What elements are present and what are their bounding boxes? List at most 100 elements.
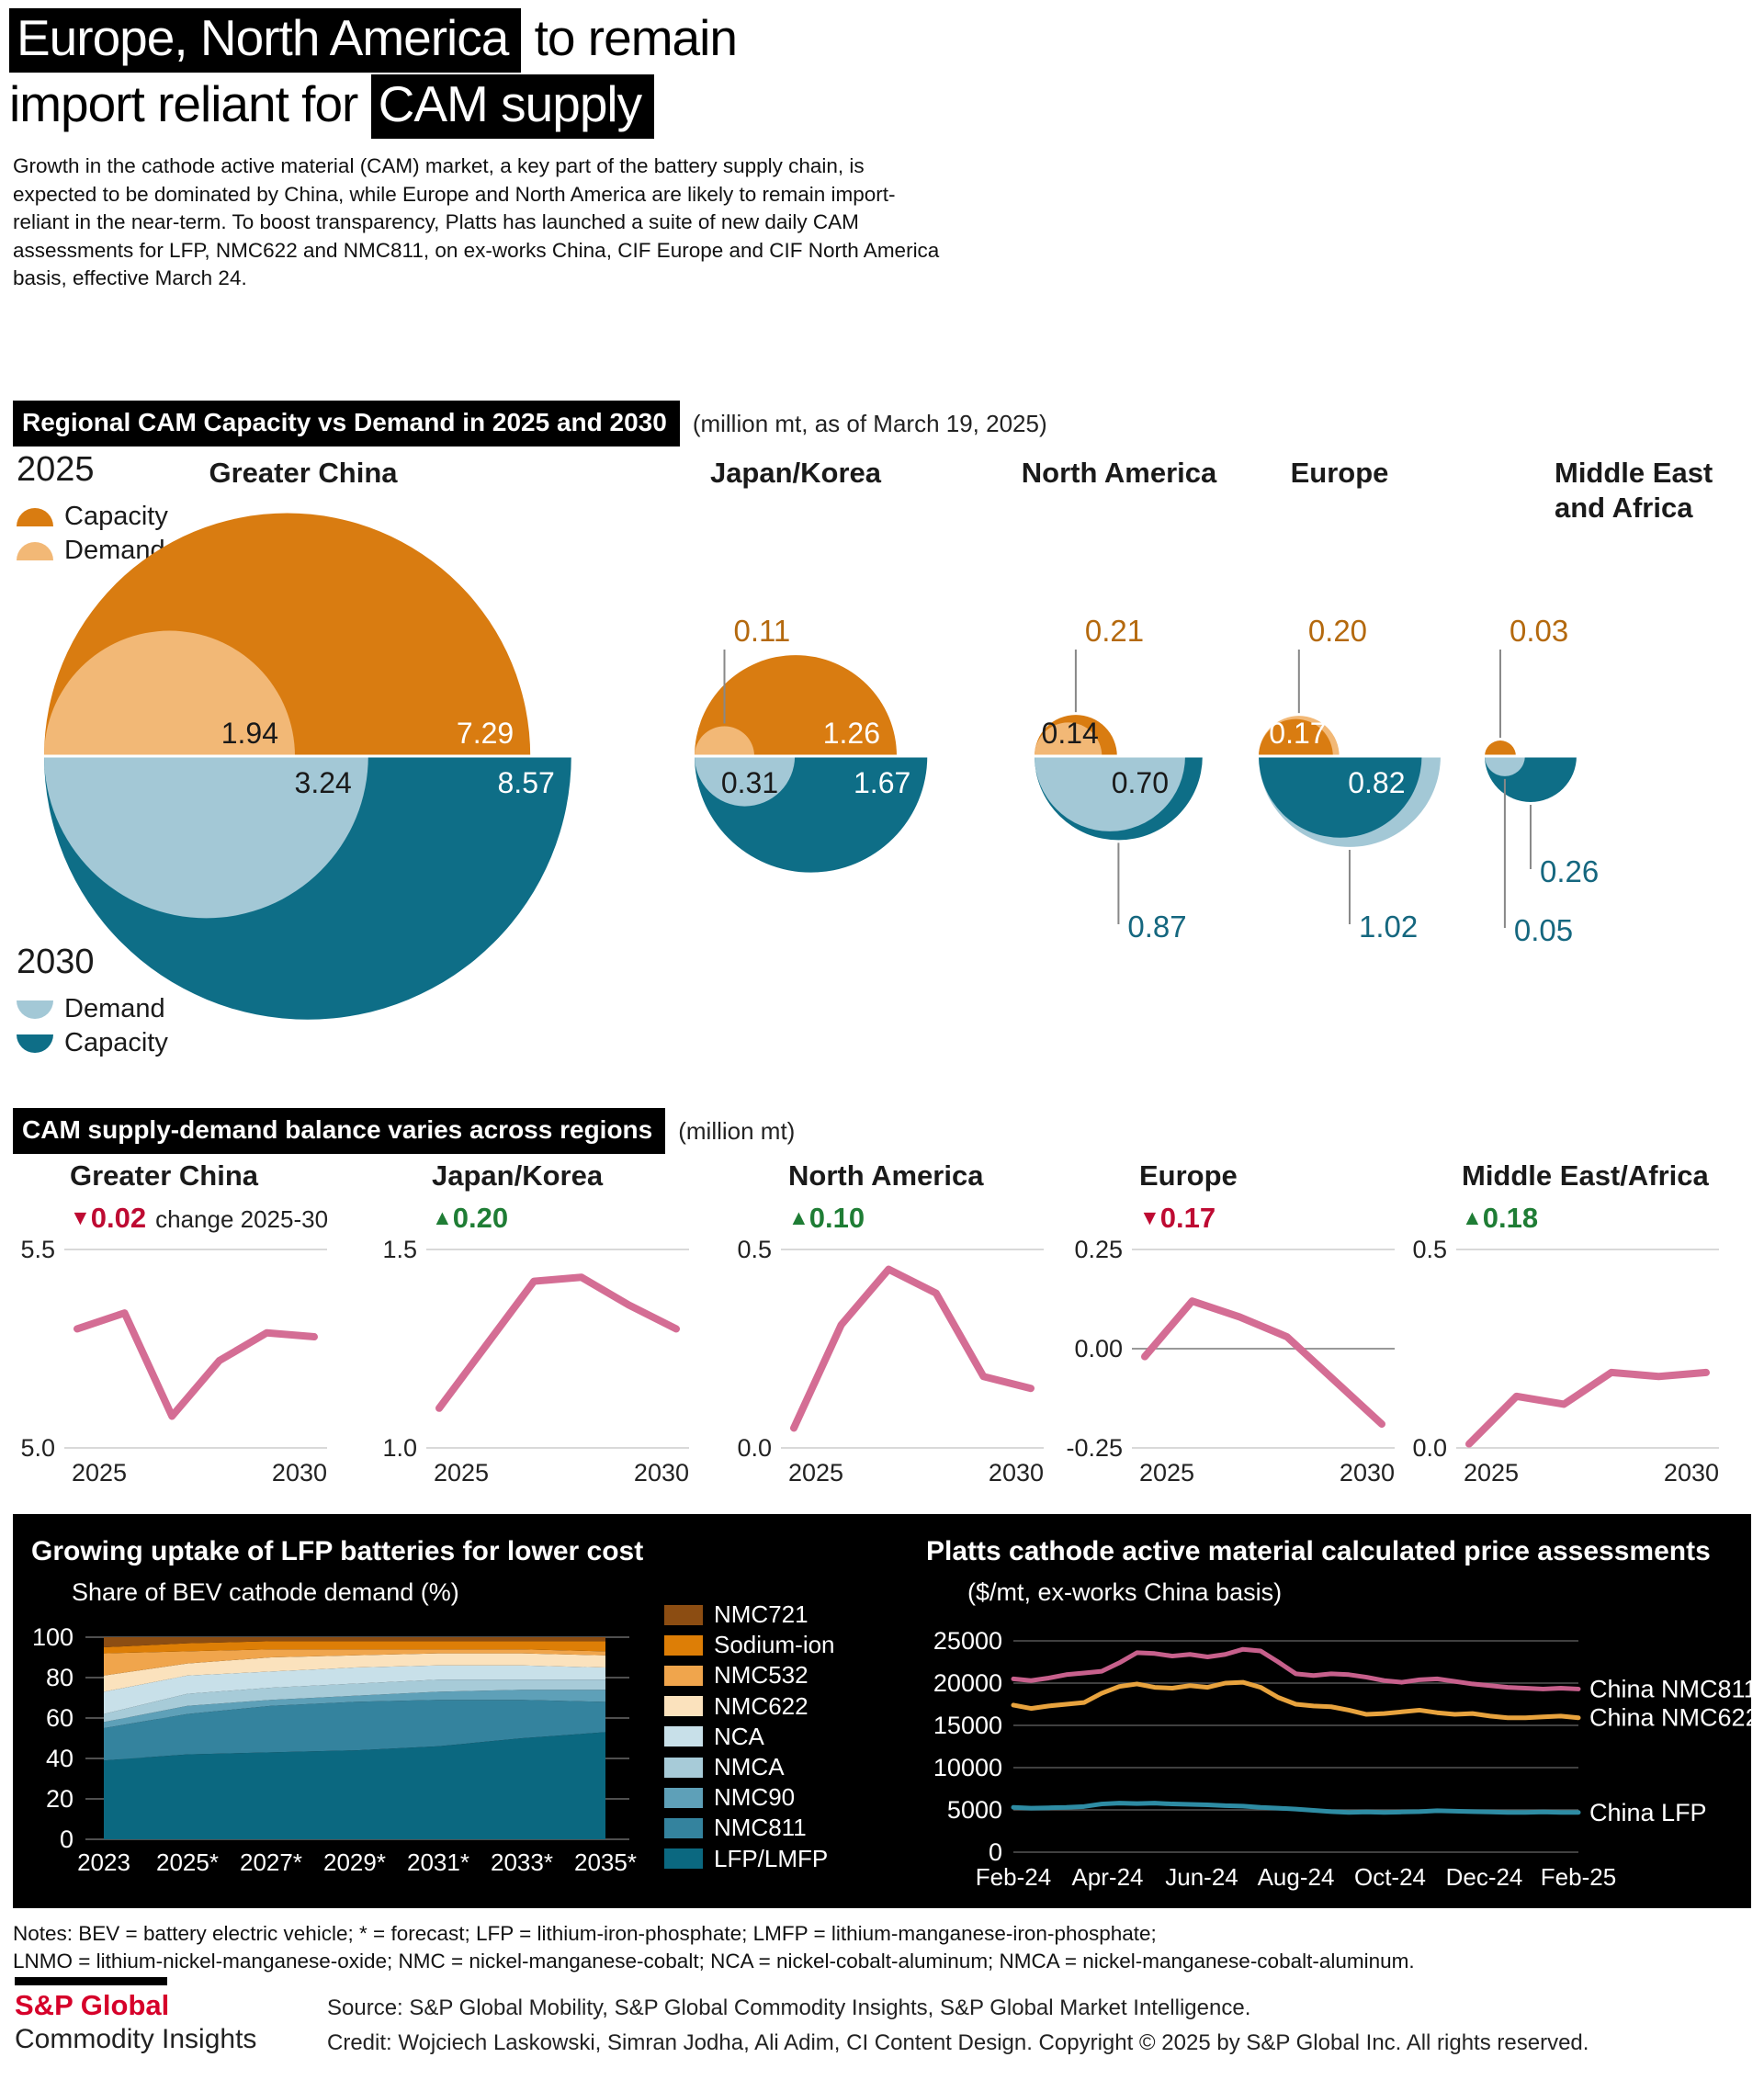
svg-text:2030: 2030 <box>1340 1459 1395 1487</box>
svg-text:2029*: 2029* <box>323 1848 386 1876</box>
legend-label: Capacity <box>64 502 168 531</box>
nmc532-swatch-icon <box>664 1665 703 1686</box>
capacity-2025-swatch-icon <box>17 507 53 526</box>
svg-text:1.02: 1.02 <box>1359 910 1418 944</box>
change-value: 0.10 <box>808 1202 865 1234</box>
svg-text:Apr-24: Apr-24 <box>1071 1863 1143 1891</box>
legend-item: NCA <box>664 1722 835 1752</box>
svg-text:China NMC811: China NMC811 <box>1589 1675 1758 1702</box>
svg-text:2031*: 2031* <box>407 1848 469 1876</box>
change-badge-japan-korea: ▲0.20 <box>432 1202 508 1235</box>
year-2030-label: 2030 <box>17 943 95 981</box>
demand-2025-swatch-icon <box>17 541 53 560</box>
intro-paragraph: Growth in the cathode active material (C… <box>13 154 940 289</box>
svg-text:Dec-24: Dec-24 <box>1446 1863 1523 1891</box>
sp-global-logo: S&P Global <box>15 1989 170 2021</box>
nmca-swatch-icon <box>664 1757 703 1778</box>
legend-label: NMC811 <box>714 1814 807 1842</box>
svg-text:8.57: 8.57 <box>498 766 555 799</box>
panel-title-japan-korea: Japan/Korea <box>432 1159 604 1192</box>
svg-text:2030: 2030 <box>634 1459 689 1487</box>
title-highlight-1: Europe, North America <box>9 8 522 73</box>
svg-text:1.5: 1.5 <box>382 1236 417 1263</box>
svg-text:0.21: 0.21 <box>1085 614 1144 648</box>
section1-title: Regional CAM Capacity vs Demand in 2025 … <box>13 401 680 447</box>
svg-text:0.03: 0.03 <box>1510 614 1568 648</box>
section1-unit-note: (million mt, as of March 19, 2025) <box>692 409 1047 437</box>
footnote-line-2: LNMO = lithium-nickel-manganese-oxide; N… <box>13 1950 1415 1973</box>
legend-2025-capacity: Capacity <box>17 502 168 532</box>
svg-text:0: 0 <box>60 1826 74 1853</box>
nmc622-swatch-icon <box>664 1696 703 1717</box>
legend-label: Demand <box>64 994 165 1023</box>
title-line-2: import reliant for CAM supply <box>9 73 737 139</box>
svg-text:7.29: 7.29 <box>457 717 514 750</box>
svg-text:2025*: 2025* <box>156 1848 219 1876</box>
change-note: change 2025-30 <box>155 1205 329 1233</box>
svg-text:5.0: 5.0 <box>20 1434 55 1462</box>
triangle-down-icon: ▼ <box>70 1205 91 1229</box>
svg-text:1.26: 1.26 <box>823 717 880 750</box>
legend-item: Sodium-ion <box>664 1630 835 1660</box>
legend-item: NMC90 <box>664 1782 835 1813</box>
legend-label: NMC532 <box>714 1661 808 1690</box>
section1-header: Regional CAM Capacity vs Demand in 2025 … <box>13 401 1047 447</box>
title-rest-1: to remain <box>521 9 738 66</box>
title-line-1: Europe, North America to remain <box>9 7 738 73</box>
svg-text:0.5: 0.5 <box>1412 1236 1447 1263</box>
lfp-chart-legend: NMC721 Sodium-ion NMC532 NMC622 NCA NMCA… <box>664 1600 835 1874</box>
svg-text:0.25: 0.25 <box>1074 1236 1123 1263</box>
legend-label: Sodium-ion <box>714 1631 835 1659</box>
svg-text:0.26: 0.26 <box>1540 854 1599 888</box>
legend-2030-demand: Demand <box>17 994 165 1024</box>
svg-text:0.82: 0.82 <box>1348 766 1405 799</box>
change-value: 0.20 <box>452 1202 509 1234</box>
svg-text:0.14: 0.14 <box>1042 717 1099 750</box>
svg-text:0.5: 0.5 <box>737 1236 772 1263</box>
legend-item: LFP/LMFP <box>664 1844 835 1874</box>
panel-title-north-america: North America <box>788 1159 984 1192</box>
svg-text:0: 0 <box>989 1838 1002 1866</box>
panel-title-greater-china: Greater China <box>70 1159 259 1192</box>
demand-2030-swatch-icon <box>17 1000 53 1019</box>
triangle-down-icon: ▼ <box>1139 1205 1160 1229</box>
commodity-insights-logo: Commodity Insights <box>15 2024 257 2054</box>
svg-text:15000: 15000 <box>933 1712 1002 1739</box>
footnotes: Notes: BEV = battery electric vehicle; *… <box>13 1920 1415 1975</box>
svg-text:0.20: 0.20 <box>1308 614 1367 648</box>
svg-text:1.94: 1.94 <box>221 717 278 750</box>
svg-text:2025: 2025 <box>434 1459 489 1487</box>
legend-item: NMCA <box>664 1752 835 1782</box>
triangle-up-icon: ▲ <box>1462 1205 1483 1229</box>
svg-text:100: 100 <box>32 1623 74 1651</box>
lfp-lmfp-swatch-icon <box>664 1848 703 1870</box>
section2-unit-note: (million mt) <box>678 1116 796 1145</box>
region-title-north-america: North America <box>1021 457 1217 489</box>
change-value: 0.17 <box>1159 1202 1216 1234</box>
triangle-up-icon: ▲ <box>432 1205 453 1229</box>
footnote-line-1: Notes: BEV = battery electric vehicle; *… <box>13 1922 1157 1945</box>
svg-text:80: 80 <box>46 1664 74 1691</box>
year-2025-label: 2025 <box>17 450 95 489</box>
svg-text:20: 20 <box>46 1785 74 1813</box>
region-title-japan-korea: Japan/Korea <box>709 457 882 489</box>
svg-text:0.17: 0.17 <box>1269 717 1326 750</box>
legend-label: NMC90 <box>714 1783 796 1812</box>
svg-text:Jun-24: Jun-24 <box>1165 1863 1238 1891</box>
svg-text:2025: 2025 <box>1139 1459 1194 1487</box>
svg-text:1.67: 1.67 <box>854 766 910 799</box>
svg-text:0.87: 0.87 <box>1127 910 1186 944</box>
nmc721-swatch-icon <box>664 1604 703 1625</box>
section2-title: CAM supply-demand balance varies across … <box>13 1108 666 1154</box>
svg-text:10000: 10000 <box>933 1754 1002 1781</box>
panel-title-middle-east-africa: Middle East/Africa <box>1462 1159 1709 1192</box>
sodium-ion-swatch-icon <box>664 1634 703 1656</box>
svg-text:3.24: 3.24 <box>295 766 352 799</box>
region-title-greater-china: Greater China <box>209 457 398 489</box>
legend-item: NMC811 <box>664 1813 835 1843</box>
svg-text:0.0: 0.0 <box>1412 1434 1447 1462</box>
section2-header: CAM supply-demand balance varies across … <box>13 1108 795 1154</box>
triangle-up-icon: ▲ <box>788 1205 809 1229</box>
svg-text:20000: 20000 <box>933 1669 1002 1697</box>
